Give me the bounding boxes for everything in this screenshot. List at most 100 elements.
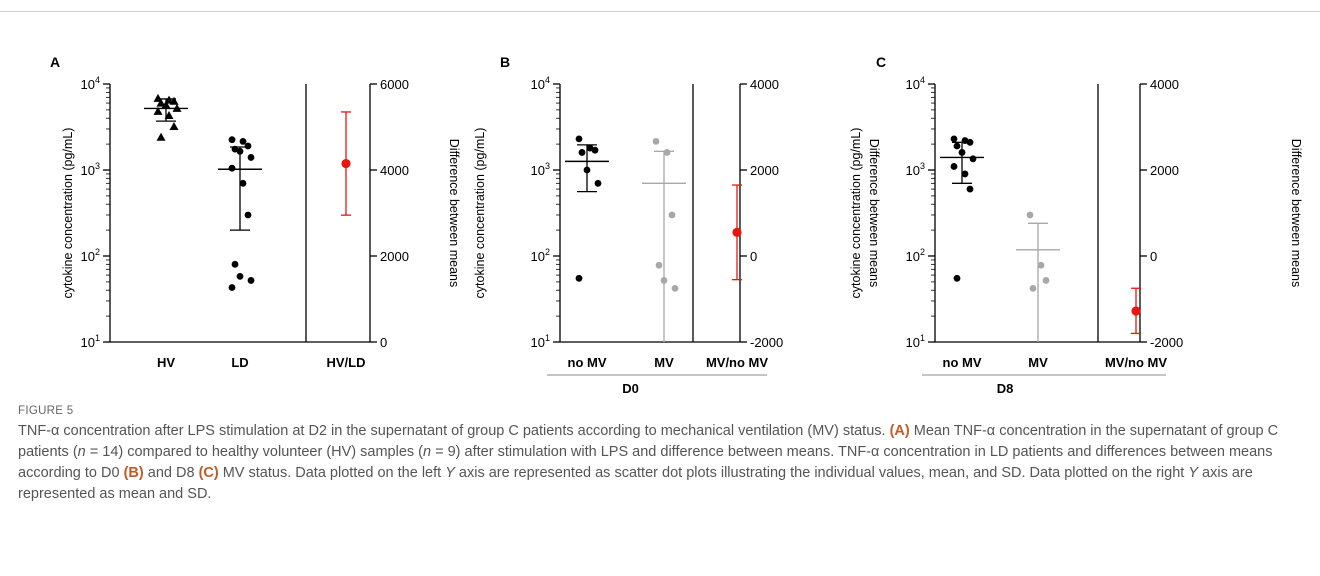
top-divider [0,11,1320,12]
data-point [228,164,236,172]
category-label: MV [654,355,674,370]
data-point [247,154,255,161]
data-point [591,146,599,154]
data-point [961,170,969,178]
data-point [156,132,166,141]
right-axis-title: Difference between means [447,139,461,287]
data-point [244,211,252,219]
category-label: no MV [568,355,607,370]
data-point [231,260,239,268]
panel-b: B 101 102 103 104 cytokine concentration (pg/… [473,54,881,396]
caption-italic: Y [1188,465,1199,481]
data-point [1042,277,1050,284]
data-point [1037,261,1045,269]
caption-ref-c: (C) [198,465,219,481]
right-tick-label: 4000 [1150,77,1179,92]
data-point [169,96,179,105]
category-label: MV [1028,355,1048,370]
right-tick-label: 2000 [1150,163,1179,178]
caption-text: Mean TNF-α concentration in the supernat… [18,423,1279,460]
panel-letter: A [50,54,60,70]
data-point [966,185,974,193]
right-tick-label: 6000 [380,77,409,92]
right-tick-label: 2000 [750,163,779,178]
left-tick-label: 104 [81,75,100,92]
category-label: no MV [943,355,982,370]
data-point [953,142,961,150]
left-tick-label: 101 [81,333,100,350]
right-axis-title: Difference between means [867,139,881,287]
figure-label: FIGURE 5 [18,405,74,417]
panel-letter: C [876,54,886,70]
caption-ref-b: (B) [123,465,144,481]
category-label: HV/LD [327,355,366,370]
data-point [228,284,236,291]
data-point [575,274,583,282]
data-point [1029,285,1037,292]
right-tick-label: 0 [750,249,757,264]
left-tick-label: 102 [531,247,550,264]
left-tick-label: 102 [906,247,925,264]
difference-mean-point [732,227,742,237]
panel-letter: B [500,54,510,70]
caption-text: = 9) after stimulation with LPS and diff… [18,444,1273,481]
left-tick-label: 101 [906,333,925,350]
right-tick-label: 0 [380,335,387,350]
data-point [236,272,244,280]
category-label: MV/no MV [706,355,768,370]
data-point [655,261,663,269]
left-axis-title: cytokine concentration (pg/mL) [849,128,863,299]
right-tick-label: 2000 [380,249,409,264]
data-point [668,211,676,219]
data-point [169,122,179,131]
left-axis-title: cytokine concentration (pg/mL) [473,128,487,299]
data-point [594,179,602,187]
caption-block: FIGURE 5 TNF-α concentration after LPS s… [18,405,1308,505]
left-tick-label: 103 [531,161,550,178]
data-point [953,274,961,282]
left-axis-title: cytokine concentration (pg/mL) [61,128,75,299]
caption-italic: Y [445,465,455,481]
data-point [950,135,958,143]
data-point [247,277,255,284]
right-tick-label: -2000 [1150,335,1183,350]
caption-italic: n [423,444,432,460]
panel-a: A 101 102 103 104 cytokine concentration (pg/… [50,54,461,370]
data-point [950,163,958,170]
left-tick-label: 104 [531,75,550,92]
data-point [969,155,977,163]
category-label: LD [231,355,248,370]
category-label: HV [157,355,175,370]
data-point [1026,211,1034,219]
caption-italic: n [77,444,86,460]
right-tick-label: 4000 [380,163,409,178]
data-point [578,149,586,156]
data-point [228,136,236,144]
difference-mean-point [341,158,351,169]
data-point [164,111,174,120]
left-tick-label: 102 [81,247,100,264]
group-title: D0 [622,381,639,396]
caption-ref-a: (A) [889,423,910,439]
group-title: D8 [997,381,1014,396]
data-point [575,135,583,143]
data-point [239,179,247,187]
left-tick-label: 103 [81,161,100,178]
caption-text: = 14) compared to healthy volunteer (HV)… [85,444,424,460]
caption-text: axis are represented as scatter dot plot… [454,465,1189,481]
caption-text: TNF-α concentration after LPS stimulatio… [18,423,890,439]
caption-text: and D8 [143,465,199,481]
left-tick-label: 103 [906,161,925,178]
data-point [156,98,166,107]
data-point [239,138,247,145]
data-point [153,106,163,115]
data-point [244,142,252,150]
data-point [652,138,660,145]
right-tick-label: -2000 [750,335,783,350]
figure-panels: A 101 102 103 104 cytokine concentration (pg/… [50,54,1303,396]
caption-text: axis are represented as mean and SD. [18,465,1253,502]
panel-c: C 101 102 103 104 cytokine concentration (pg/… [849,54,1303,396]
right-tick-label: 4000 [750,77,779,92]
right-axis-title: Difference between means [1289,139,1303,287]
data-point [153,93,163,102]
